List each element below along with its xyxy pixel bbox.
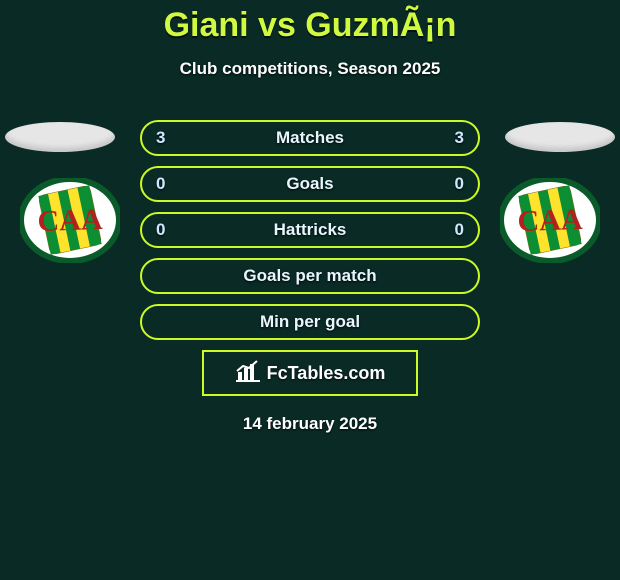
stat-left: 0 — [156, 174, 165, 194]
stat-row: 0 Hattricks 0 — [140, 212, 480, 248]
subtitle: Club competitions, Season 2025 — [0, 59, 620, 79]
player-head-left — [5, 122, 115, 152]
stats-panel: 3 Matches 3 0 Goals 0 0 Hattricks 0 Goal… — [140, 120, 480, 434]
stat-right: 0 — [455, 220, 464, 240]
stat-label: Matches — [276, 128, 344, 148]
stat-row: Min per goal — [140, 304, 480, 340]
club-badge-right: CAA — [500, 178, 600, 263]
stat-right: 0 — [455, 174, 464, 194]
stat-row: 3 Matches 3 — [140, 120, 480, 156]
stat-row: 0 Goals 0 — [140, 166, 480, 202]
stat-label: Goals — [286, 174, 333, 194]
stat-left: 3 — [156, 128, 165, 148]
stat-left: 0 — [156, 220, 165, 240]
stat-label: Min per goal — [260, 312, 360, 332]
player-head-right — [505, 122, 615, 152]
club-badge-left: CAA — [20, 178, 120, 263]
brand-text: FcTables.com — [267, 363, 386, 384]
svg-text:CAA: CAA — [517, 203, 583, 238]
stat-label: Goals per match — [243, 266, 376, 286]
date-text: 14 february 2025 — [140, 414, 480, 434]
stat-right: 3 — [455, 128, 464, 148]
stat-label: Hattricks — [274, 220, 347, 240]
brand-box: FcTables.com — [202, 350, 418, 396]
page-title: Giani vs GuzmÃ¡n — [0, 0, 620, 45]
chart-icon — [235, 360, 261, 387]
svg-text:CAA: CAA — [37, 203, 103, 238]
stat-row: Goals per match — [140, 258, 480, 294]
